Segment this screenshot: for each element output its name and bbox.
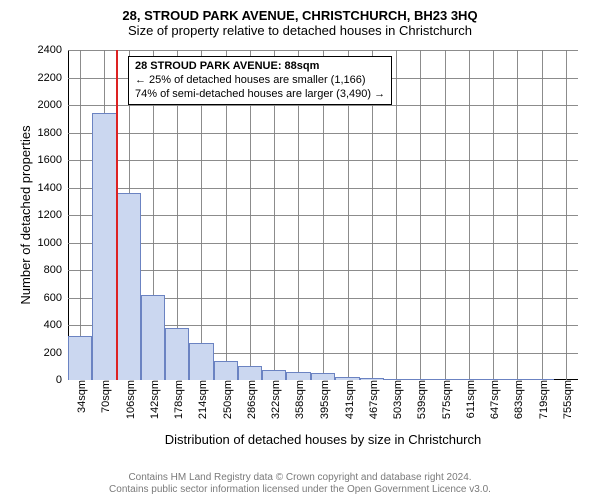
x-tick-label: 250sqm: [218, 380, 234, 419]
x-tick-label: 395sqm: [315, 380, 331, 419]
x-tick-label: 286sqm: [242, 380, 258, 419]
histogram-bar: [92, 113, 116, 380]
histogram-bar: [505, 379, 529, 380]
histogram-bar: [384, 379, 408, 380]
y-tick-label: 1000: [38, 237, 68, 249]
histogram-bar: [457, 379, 481, 380]
y-tick-label: 1400: [38, 182, 68, 194]
annotation-line-2: ← 25% of detached houses are smaller (1,…: [135, 74, 385, 88]
gridline-vertical: [517, 50, 518, 380]
histogram-bar: [238, 366, 262, 380]
x-tick-label: 503sqm: [388, 380, 404, 419]
histogram-bar: [360, 378, 384, 380]
reference-line: [116, 50, 118, 380]
x-tick-label: 719sqm: [534, 380, 550, 419]
chart-title-main: 28, STROUD PARK AVENUE, CHRISTCHURCH, BH…: [10, 8, 590, 23]
annotation-box: 28 STROUD PARK AVENUE: 88sqm ← 25% of de…: [128, 56, 392, 105]
footer-text: Contains HM Land Registry data © Crown c…: [0, 472, 600, 496]
x-tick-label: 106sqm: [121, 380, 137, 419]
x-tick-label: 322sqm: [266, 380, 282, 419]
x-tick-label: 70sqm: [96, 380, 112, 413]
x-tick-label: 647sqm: [485, 380, 501, 419]
histogram-bar: [286, 372, 311, 380]
x-tick-label: 467sqm: [364, 380, 380, 419]
y-tick-label: 2400: [38, 44, 68, 56]
x-tick-label: 178sqm: [169, 380, 185, 419]
histogram-bar: [189, 343, 213, 380]
y-tick-label: 2000: [38, 99, 68, 111]
footer-line-1: Contains HM Land Registry data © Crown c…: [0, 472, 600, 484]
gridline-vertical: [420, 50, 421, 380]
histogram-bar: [311, 373, 335, 380]
y-tick-label: 600: [44, 292, 68, 304]
histogram-bar: [141, 295, 165, 380]
y-tick-label: 0: [56, 374, 68, 386]
y-tick-label: 800: [44, 264, 68, 276]
histogram-bar: [408, 379, 432, 380]
x-tick-label: 539sqm: [412, 380, 428, 419]
x-tick-label: 611sqm: [461, 380, 477, 418]
y-axis-label: Number of detached properties: [18, 115, 33, 315]
x-tick-label: 575sqm: [437, 380, 453, 419]
chart-title-sub: Size of property relative to detached ho…: [10, 23, 590, 38]
histogram-bar: [165, 328, 189, 380]
annotation-line-1: 28 STROUD PARK AVENUE: 88sqm: [135, 60, 385, 74]
histogram-bar: [529, 379, 553, 380]
x-axis-label: Distribution of detached houses by size …: [68, 432, 578, 447]
gridline-vertical: [469, 50, 470, 380]
x-tick-label: 683sqm: [509, 380, 525, 419]
histogram-bar: [68, 336, 92, 380]
histogram-bar: [335, 377, 359, 380]
gridline-vertical: [542, 50, 543, 380]
x-tick-label: 142sqm: [145, 380, 161, 419]
plot-area: 0200400600800100012001400160018002000220…: [68, 50, 578, 380]
gridline-vertical: [396, 50, 397, 380]
annotation-line-3: 74% of semi-detached houses are larger (…: [135, 88, 385, 102]
y-tick-label: 1800: [38, 127, 68, 139]
histogram-bar: [432, 379, 456, 380]
histogram-bar: [214, 361, 238, 380]
x-tick-label: 431sqm: [340, 380, 356, 419]
footer-line-2: Contains public sector information licen…: [0, 484, 600, 496]
y-tick-label: 1600: [38, 154, 68, 166]
y-tick-label: 1200: [38, 209, 68, 221]
x-tick-label: 214sqm: [193, 380, 209, 419]
x-tick-label: 358sqm: [290, 380, 306, 419]
y-tick-label: 400: [44, 319, 68, 331]
gridline-vertical: [80, 50, 81, 380]
y-tick-label: 2200: [38, 72, 68, 84]
y-tick-label: 200: [44, 347, 68, 359]
x-tick-label: 755sqm: [558, 380, 574, 419]
gridline-vertical: [493, 50, 494, 380]
x-tick-label: 34sqm: [72, 380, 88, 413]
chart-container: 28, STROUD PARK AVENUE, CHRISTCHURCH, BH…: [0, 0, 600, 500]
gridline-vertical: [566, 50, 567, 380]
gridline-vertical: [445, 50, 446, 380]
histogram-bar: [262, 370, 286, 380]
histogram-bar: [117, 193, 141, 380]
histogram-bar: [481, 379, 505, 380]
